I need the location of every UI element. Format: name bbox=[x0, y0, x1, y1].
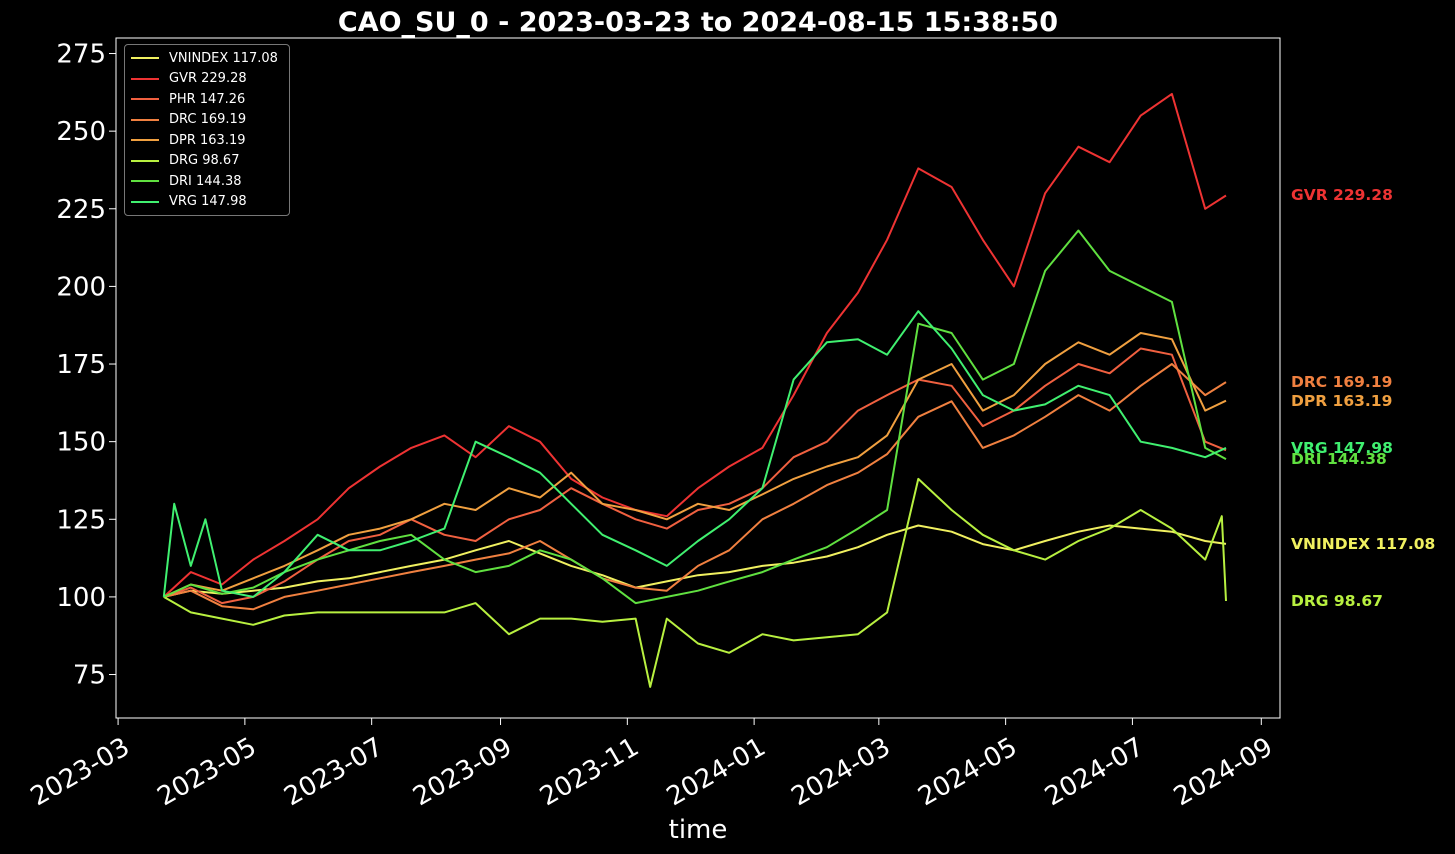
x-tick-label: 2023-03 bbox=[26, 732, 135, 812]
legend-swatch bbox=[131, 200, 159, 203]
y-tick-label: 175 bbox=[56, 350, 106, 380]
y-tick-label: 75 bbox=[73, 661, 106, 691]
series-line-drg bbox=[163, 477, 1227, 688]
legend-item: VNINDEX 117.08 bbox=[131, 49, 278, 67]
legend-item: DRG 98.67 bbox=[131, 152, 239, 170]
legend-swatch bbox=[131, 57, 159, 59]
legend-label: DRG 98.67 bbox=[169, 153, 240, 168]
end-value-label: DRI 144.38 bbox=[1291, 450, 1387, 469]
y-tick-label: 125 bbox=[56, 505, 106, 535]
end-value-label: DRC 169.19 bbox=[1291, 373, 1393, 392]
legend-swatch bbox=[131, 98, 159, 100]
y-tick-label: 150 bbox=[56, 428, 106, 458]
y-tick-label: 200 bbox=[56, 272, 106, 302]
series-line-vrg bbox=[162, 310, 1227, 598]
end-value-label: DPR 163.19 bbox=[1291, 391, 1393, 410]
series-line-drc bbox=[163, 363, 1227, 611]
end-value-label: VRG 147.98 bbox=[1291, 438, 1393, 457]
series-lines bbox=[162, 92, 1227, 688]
x-axis-label: time bbox=[669, 815, 728, 845]
series-line-vnindex bbox=[163, 524, 1227, 598]
legend-label: DPR 163.19 bbox=[169, 132, 246, 148]
x-tick-label: 2023-07 bbox=[279, 732, 388, 812]
end-value-label: GVR 229.28 bbox=[1291, 186, 1393, 205]
end-value-label: VNINDEX 117.08 bbox=[1291, 534, 1436, 553]
x-tick-label: 2023-09 bbox=[408, 732, 517, 812]
series-line-phr bbox=[163, 347, 1227, 605]
legend-swatch bbox=[131, 139, 159, 141]
legend-label: DRI 144.38 bbox=[169, 173, 242, 189]
y-tick-label: 225 bbox=[56, 195, 106, 225]
legend-label: DRC 169.19 bbox=[169, 112, 247, 127]
series-line-dpr bbox=[163, 332, 1227, 598]
legend-label: VRG 147.98 bbox=[169, 194, 247, 209]
legend: VNINDEX 117.08 GVR 229.28 PHR 147.26 DRC 16… bbox=[124, 44, 290, 216]
legend-swatch bbox=[131, 118, 159, 121]
x-tick-label: 2023-11 bbox=[535, 732, 644, 812]
y-tick-label: 275 bbox=[56, 40, 106, 70]
legend-item: GVR 229.28 bbox=[131, 70, 247, 88]
legend-item: DRI 144.38 bbox=[131, 172, 242, 190]
plot-area bbox=[115, 37, 1281, 719]
x-tick-label: 2023-05 bbox=[152, 732, 261, 812]
x-tick-label: 2024-07 bbox=[1040, 732, 1149, 812]
legend-label: VNINDEX 117.08 bbox=[169, 50, 278, 66]
x-axis: 2023-03 2023-05 2023-07 2023-09 2023-11 2024-… bbox=[26, 718, 1278, 812]
legend-item: DRC 169.19 bbox=[131, 111, 246, 129]
x-tick-label: 2024-01 bbox=[662, 732, 771, 812]
legend-label: GVR 229.28 bbox=[169, 71, 247, 86]
x-tick-label: 2024-05 bbox=[913, 732, 1022, 812]
legend-swatch bbox=[131, 180, 159, 182]
y-tick-label: 250 bbox=[56, 117, 106, 147]
x-tick-label: 2024-03 bbox=[786, 732, 895, 812]
series-line-gvr bbox=[163, 92, 1227, 598]
legend-item: DPR 163.19 bbox=[131, 131, 246, 149]
y-tick-label: 100 bbox=[56, 583, 106, 613]
end-value-label: DRG 98.67 bbox=[1291, 592, 1383, 611]
legend-swatch bbox=[131, 159, 159, 162]
chart-title: CAO_SU_0 - 2023-03-23 to 2024-08-15 15:3… bbox=[338, 7, 1058, 38]
y-axis: 75 100 125 150 175 200 225 250 275 bbox=[56, 40, 116, 691]
legend-swatch bbox=[131, 77, 159, 80]
legend-item: PHR 147.26 bbox=[131, 90, 245, 108]
series-line-dri bbox=[163, 229, 1227, 605]
x-tick-label: 2024-09 bbox=[1169, 732, 1278, 812]
legend-label: PHR 147.26 bbox=[169, 91, 246, 107]
legend-item: VRG 147.98 bbox=[131, 193, 247, 211]
